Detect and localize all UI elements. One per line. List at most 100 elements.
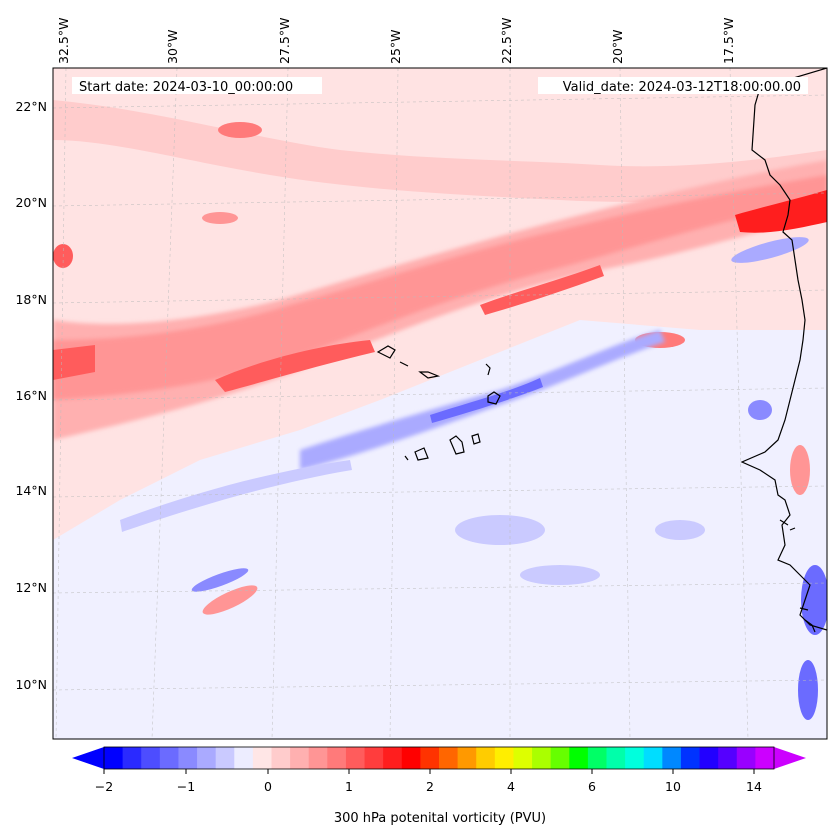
colorbar-cell [345, 747, 366, 769]
pv-core-9 [202, 585, 258, 615]
lat-label: 22°N [15, 99, 47, 114]
africa-coastline [740, 68, 827, 631]
pv-negative-patch-1 [455, 515, 545, 545]
colorbar: −2 −1 0 1 2 4 6 10 14 300 hPa potenital … [72, 746, 806, 826]
colorbar-cell [476, 747, 496, 769]
lat-label: 20°N [15, 195, 47, 210]
lon-label: 32.5°W [56, 18, 71, 64]
colorbar-ticks [103, 769, 755, 774]
colorbar-cell [159, 747, 180, 769]
colorbar-cell [680, 747, 701, 769]
colorbar-tick-label: 6 [588, 779, 596, 794]
colorbar-cell [141, 747, 161, 769]
colorbar-cell [234, 747, 254, 769]
pv-negative-patch-4 [798, 660, 818, 720]
pv-core-6 [202, 212, 238, 224]
cabo-verde-south-islands [404, 391, 501, 461]
pv-negative-patch-5 [731, 237, 809, 263]
valid-date-label: Valid_date: 2024-03-12T18:00:00.00 [563, 80, 801, 95]
pv-band-inner [53, 175, 827, 400]
colorbar-cell [308, 747, 328, 769]
colorbar-cell [718, 747, 738, 769]
pv-negative-patch-7 [520, 565, 600, 585]
valid-date-box [538, 77, 808, 94]
lat-label: 14°N [15, 483, 47, 498]
latitude-labels: 22°N 20°N 18°N 16°N 14°N 12°N 10°N [15, 99, 47, 692]
lon-label: 25°W [388, 29, 403, 64]
colorbar-cell [401, 747, 421, 769]
colorbar-cell [532, 747, 552, 769]
colorbar-cell [383, 747, 403, 769]
colorbar-cell [457, 747, 477, 769]
colorbar-tick-label: 1 [345, 779, 353, 794]
colorbar-cell [643, 747, 663, 769]
colorbar-cell [755, 747, 775, 769]
colorbar-cell [550, 747, 570, 769]
colorbar-cell [215, 747, 235, 769]
pv-negative-patch-8 [655, 520, 705, 540]
colorbar-cell [513, 747, 533, 769]
colorbar-cell [364, 747, 384, 769]
pv-negative-patch-2 [191, 568, 249, 592]
colorbar-cell [439, 747, 459, 769]
start-date-label: Start date: 2024-03-10_00:00:00 [79, 80, 293, 95]
lon-label: 30°W [165, 29, 180, 64]
colorbar-cell [420, 747, 440, 769]
map-frame [52, 67, 828, 740]
colorbar-cell [197, 747, 217, 769]
colorbar-tick-label: 2 [426, 779, 434, 794]
colorbar-cell [104, 747, 124, 769]
pv-negative-core [430, 378, 543, 423]
colorbar-cell [327, 747, 347, 769]
colorbar-tick-label: 4 [507, 779, 515, 794]
colorbar-cell [252, 747, 273, 769]
lon-label: 27.5°W [277, 18, 292, 64]
colorbar-cell [606, 747, 626, 769]
colorbar-tick-label: −2 [95, 779, 113, 794]
longitude-labels: 32.5°W 30°W 27.5°W 25°W 22.5°W 20°W 17.5… [56, 18, 736, 64]
lon-label: 22.5°W [499, 18, 514, 64]
colorbar-cell [699, 747, 719, 769]
colorbar-extend-low [72, 747, 104, 769]
colorbar-cell [662, 747, 682, 769]
pv-negative-band-south [120, 460, 352, 532]
colorbar-cell [178, 747, 198, 769]
lat-label: 16°N [15, 388, 47, 403]
pv-field-map [53, 68, 827, 739]
lon-label: 20°W [610, 29, 625, 64]
colorbar-cell [271, 747, 291, 769]
graticule [53, 68, 827, 739]
colorbar-cell [290, 747, 310, 769]
colorbar-tick-label: 0 [264, 779, 272, 794]
cabo-verde-north-islands [376, 345, 491, 379]
colorbar-cell [736, 747, 756, 769]
colorbar-tick-labels: −2 −1 0 1 2 4 6 10 14 [95, 779, 762, 794]
colorbar-title: 300 hPa potenital vorticity (PVU) [334, 811, 546, 826]
colorbar-cell [625, 747, 645, 769]
lon-label: 17.5°W [721, 18, 736, 64]
colorbar-tick-label: 14 [746, 779, 762, 794]
colorbar-cell [494, 747, 515, 769]
pv-band-north [53, 100, 827, 202]
colorbar-cells [104, 747, 775, 769]
west-africa-islands [779, 519, 816, 633]
lat-label: 10°N [15, 677, 47, 692]
lat-label: 18°N [15, 292, 47, 307]
pv-core-5 [218, 122, 262, 138]
pv-core-4 [735, 190, 827, 233]
pv-core-1 [215, 340, 375, 392]
start-date-box [72, 77, 322, 94]
colorbar-tick-label: 10 [665, 779, 681, 794]
coastline [376, 68, 827, 633]
pv-core-2 [480, 265, 604, 315]
colorbar-cell [587, 747, 608, 769]
pv-core-10 [790, 445, 810, 495]
colorbar-outline [103, 746, 775, 770]
pv-negative-patch-6 [748, 400, 772, 420]
colorbar-extend-high [774, 747, 806, 769]
lat-label: 12°N [15, 580, 47, 595]
colorbar-cell [122, 747, 142, 769]
colorbar-cell [569, 747, 589, 769]
pv-core-3 [53, 345, 95, 380]
